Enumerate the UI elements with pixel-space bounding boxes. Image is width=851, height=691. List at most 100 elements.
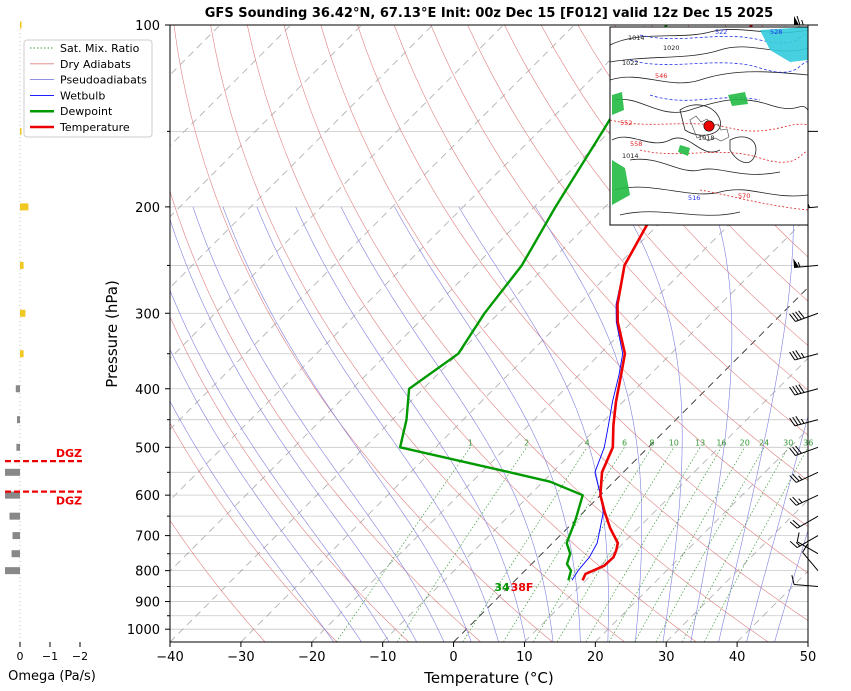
omega-tick-label: −1 <box>42 650 58 663</box>
thickness-contour-warm <box>699 189 808 211</box>
isobar-contour <box>679 104 721 136</box>
isotherm-line <box>240 74 808 642</box>
wind-barb-staff <box>802 551 819 571</box>
isotherm-line <box>170 25 646 501</box>
dry-adiabat <box>430 25 808 481</box>
wind-barb <box>789 416 819 427</box>
dry-adiabat <box>504 25 808 391</box>
wind-barb-staff <box>796 494 819 506</box>
precip-area <box>728 92 748 106</box>
isotherm-line <box>595 428 808 642</box>
mixing-ratio-label: 1 <box>468 438 473 447</box>
x-axis-label: Temperature (°C) <box>423 669 553 687</box>
wind-barb-feather <box>792 385 799 395</box>
precip-area <box>612 92 624 115</box>
wind-barb-feather <box>795 445 802 454</box>
pseudoadiabat <box>170 218 417 642</box>
inset-contour-label: 558 <box>630 140 642 148</box>
y-axis-label: Pressure (hPa) <box>103 280 121 388</box>
omega-bar <box>20 203 29 211</box>
legend-label: Dry Adiabats <box>60 58 131 71</box>
pseudoadiabat <box>718 206 794 642</box>
mixing-ratio-label: 8 <box>649 438 654 447</box>
dry-adiabat <box>247 25 697 642</box>
mixing-ratio-line <box>462 447 588 642</box>
wind-barb-feather <box>795 385 802 394</box>
omega-tick-label: −2 <box>72 650 88 663</box>
thickness-contour-warm <box>610 119 808 132</box>
legend-label: Temperature <box>59 121 130 134</box>
y-tick-label: 400 <box>135 383 160 398</box>
wind-barb-feather <box>789 498 797 506</box>
isotherm-line <box>170 25 504 359</box>
wind-barb-feather <box>789 475 797 483</box>
pseudoadiabat <box>170 400 335 642</box>
isobar-contour <box>614 98 808 113</box>
inset-contour-label: 1020 <box>663 44 680 52</box>
wind-barb <box>796 532 819 555</box>
x-tick-label: 30 <box>658 650 675 665</box>
thickness-contour <box>649 94 761 101</box>
dry-adiabat <box>577 25 808 302</box>
isobar-contour <box>619 211 741 216</box>
chart-title: GFS Sounding 36.42°N, 67.13°E Init: 00z … <box>205 6 773 21</box>
pseudoadiabat <box>535 206 642 642</box>
wind-barb <box>789 384 819 396</box>
mixing-ratio-label: 24 <box>759 438 769 447</box>
wind-barb-half-feather <box>800 418 805 424</box>
x-tick-label: −30 <box>227 650 254 665</box>
location-marker <box>703 120 715 132</box>
wind-barb-staff <box>794 388 819 396</box>
mixing-ratio-line <box>634 447 746 642</box>
thickness-contour <box>629 59 808 73</box>
wind-barb <box>791 575 819 588</box>
isobar-contour <box>610 71 808 84</box>
dry-adiabat <box>320 25 808 621</box>
inset-contour-label: 1022 <box>622 59 639 67</box>
wind-barb-feather <box>789 313 796 322</box>
x-tick-label: 0 <box>449 650 457 665</box>
wind-barb-staff <box>795 312 819 322</box>
omega-bar <box>20 309 26 317</box>
mixing-ratio-label: 6 <box>622 438 627 447</box>
wind-barb-feather <box>789 540 798 548</box>
mixing-ratio-line <box>556 447 675 642</box>
wind-barb-staff <box>796 471 819 483</box>
dry-adiabat <box>170 190 481 642</box>
mixing-ratio-label: 16 <box>716 438 726 447</box>
omega-bar <box>17 416 20 424</box>
dry-adiabat <box>173 25 553 642</box>
wind-barb <box>789 535 819 549</box>
x-tick-label: 20 <box>587 650 604 665</box>
wind-barb-feather <box>789 521 798 529</box>
y-tick-label: 800 <box>135 565 160 580</box>
mixing-ratio-label: 2 <box>524 438 529 447</box>
x-tick-label: −40 <box>156 650 183 665</box>
dry-adiabat <box>540 25 808 346</box>
omega-bar <box>5 567 20 575</box>
dgz-label-bottom: DGZ <box>56 495 82 508</box>
isotherm-line <box>807 641 808 642</box>
y-tick-label: 1000 <box>127 623 160 638</box>
inset-map: 1014 1020 1022 1018 1014 516 522 528 546 552 558 57… <box>609 26 809 226</box>
dry-adiabat <box>170 422 338 642</box>
mixing-ratio-line <box>503 447 625 642</box>
inset-contour-label: 546 <box>655 72 667 80</box>
wetbulb-profile <box>571 265 625 581</box>
wind-barb-pennant <box>794 16 799 25</box>
legend-label: Pseudoadiabats <box>60 74 147 87</box>
pseudoadiabat <box>170 289 390 642</box>
inset-contour-label: 516 <box>688 194 700 202</box>
omega-bar <box>9 512 20 520</box>
terrain-outline <box>689 115 730 142</box>
wind-barb-feather <box>802 543 808 553</box>
x-tick-label: 10 <box>516 650 533 665</box>
dry-adiabat <box>210 25 625 642</box>
omega-bar <box>11 550 20 558</box>
isotherm-line <box>665 499 808 642</box>
inset-contour-label: 1018 <box>698 134 715 142</box>
wind-barb-staff <box>796 535 819 549</box>
isobar-contour <box>629 158 781 175</box>
wind-barb-feather <box>792 312 799 321</box>
mixing-ratio-line <box>655 447 765 642</box>
